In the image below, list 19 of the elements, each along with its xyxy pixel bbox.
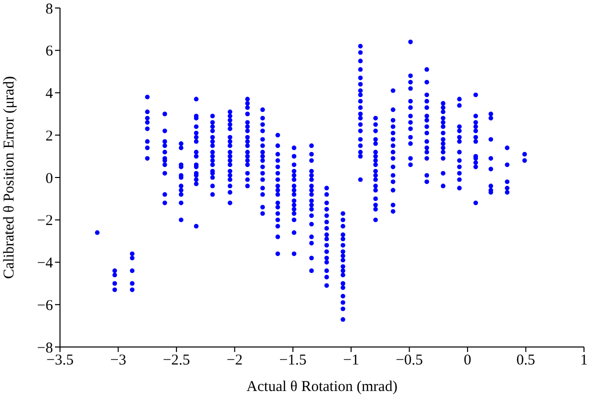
y-tick-label: 8 <box>46 1 53 18</box>
y-tick-label: 4 <box>46 86 54 102</box>
x-tick-label: −1 <box>343 352 360 369</box>
x-tick-label: −1.5 <box>279 352 306 369</box>
x-axis-title: Actual θ Rotation (mrad) <box>246 379 398 395</box>
x-tick-label: 1 <box>580 352 588 369</box>
x-tick-label: 0.5 <box>516 352 536 369</box>
y-tick-label: −6 <box>37 298 54 314</box>
y-tick-label: 0 <box>46 170 53 187</box>
y-tick-label: −2 <box>37 213 53 230</box>
y-tick-label: 2 <box>46 128 53 144</box>
y-axis-title: Calibrated θ Position Error (μrad) <box>1 76 18 279</box>
x-tick-label: −2.5 <box>162 352 190 369</box>
x-tick-label: 0 <box>464 352 472 369</box>
x-tick-label: −3 <box>110 352 126 369</box>
y-tick-label: 6 <box>46 44 54 60</box>
y-tick-label: −4 <box>37 256 54 272</box>
x-tick-label: −2 <box>226 352 243 369</box>
x-tick-label: −0.5 <box>396 352 423 369</box>
